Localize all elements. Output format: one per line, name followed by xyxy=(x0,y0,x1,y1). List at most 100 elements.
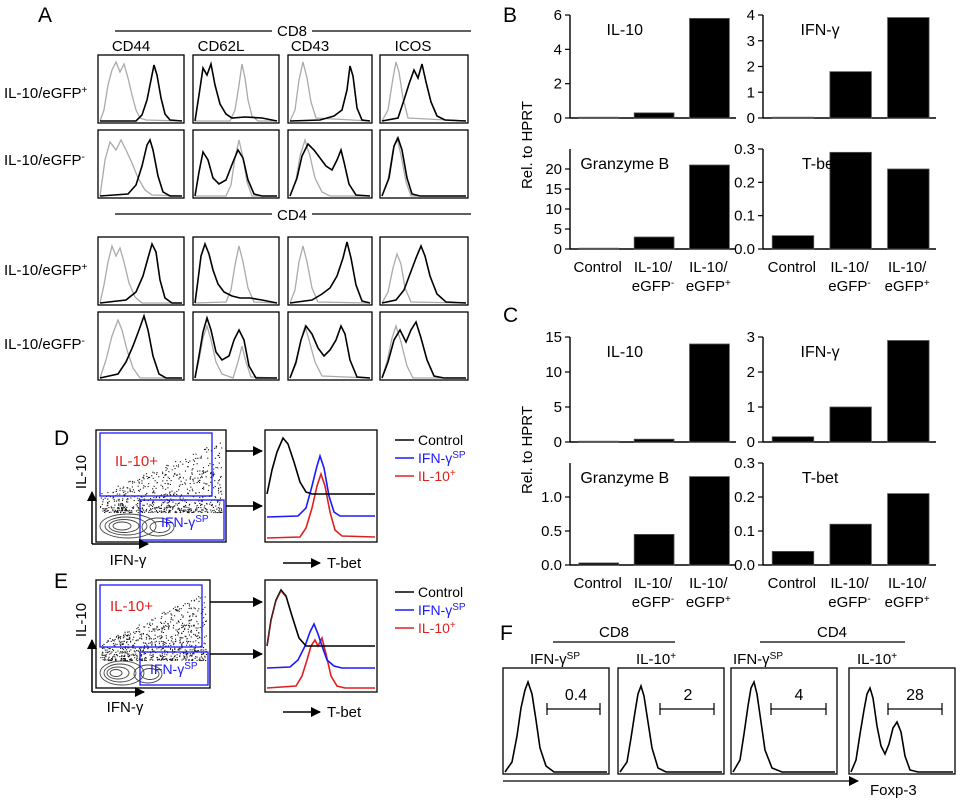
event-dot xyxy=(124,490,126,492)
event-dot xyxy=(163,625,165,627)
event-dot xyxy=(156,472,158,474)
event-dot xyxy=(143,645,145,647)
event-dot xyxy=(174,659,176,661)
event-dot xyxy=(102,657,104,659)
event-dot xyxy=(166,464,168,466)
event-dot xyxy=(165,512,167,514)
bar-2 xyxy=(633,236,675,250)
event-dot xyxy=(171,469,173,471)
event-dot xyxy=(191,649,193,651)
event-dot xyxy=(114,658,116,660)
event-dot xyxy=(178,464,180,466)
event-dot xyxy=(119,487,121,489)
event-dot xyxy=(110,511,112,513)
event-dot xyxy=(161,612,163,614)
event-dot xyxy=(141,510,143,512)
event-dot xyxy=(205,476,207,478)
event-dot xyxy=(170,636,172,638)
event-dot xyxy=(162,659,164,661)
event-dot xyxy=(106,505,108,507)
event-dot xyxy=(148,642,150,644)
event-dot xyxy=(151,655,153,657)
event-dot xyxy=(174,468,176,470)
event-dot xyxy=(174,472,176,474)
event-dot xyxy=(220,476,222,478)
bar-2 xyxy=(829,406,872,443)
event-dot xyxy=(122,641,124,643)
event-dot xyxy=(135,640,137,642)
event-dot xyxy=(150,657,152,659)
panel-label-c: C xyxy=(503,304,518,327)
event-dot xyxy=(193,510,195,512)
event-dot xyxy=(168,512,170,514)
gate-label-ifn-d: IFN-γSP xyxy=(161,514,209,531)
event-dot xyxy=(146,644,148,646)
event-dot xyxy=(111,507,113,509)
event-dot xyxy=(162,480,164,482)
event-dot xyxy=(163,494,165,496)
event-dot xyxy=(162,632,164,634)
event-dot xyxy=(219,510,221,512)
event-dot xyxy=(143,485,145,487)
event-dot xyxy=(151,475,153,477)
event-dot xyxy=(123,486,125,488)
event-dot xyxy=(152,656,154,658)
event-dot xyxy=(167,483,169,485)
event-dot xyxy=(124,652,126,654)
event-dot xyxy=(139,649,141,651)
event-dot xyxy=(160,631,162,633)
event-dot xyxy=(203,471,205,473)
event-dot xyxy=(219,512,221,514)
event-dot xyxy=(179,476,181,478)
event-dot xyxy=(165,642,167,644)
bar-3 xyxy=(689,476,730,566)
panel-label-b: B xyxy=(503,4,517,27)
event-dot xyxy=(112,648,114,650)
event-dot xyxy=(192,511,194,513)
event-dot xyxy=(152,508,154,510)
event-dot xyxy=(151,619,153,621)
event-dot xyxy=(149,642,151,644)
event-dot xyxy=(117,508,119,510)
event-dot xyxy=(147,635,149,637)
event-dot xyxy=(193,625,195,627)
event-dot xyxy=(185,659,187,661)
event-dot xyxy=(172,650,174,652)
event-dot xyxy=(185,458,187,460)
panel-e: E IL-10+ IFN-γSP IL-10 IFN-γ T-bet xyxy=(54,570,466,721)
event-dot xyxy=(119,643,121,645)
event-dot xyxy=(104,655,106,657)
event-dot xyxy=(208,449,210,451)
event-dot xyxy=(160,512,162,514)
event-dot xyxy=(126,499,128,501)
event-dot xyxy=(103,647,105,649)
event-dot xyxy=(113,654,115,656)
event-dot xyxy=(160,655,162,657)
event-dot xyxy=(129,637,131,639)
event-dot xyxy=(156,648,158,650)
event-dot xyxy=(179,476,181,478)
event-dot xyxy=(110,652,112,654)
event-dot xyxy=(176,474,178,476)
bar-chart-b-1: 0 2 4 6 IL-10 xyxy=(554,7,736,127)
event-dot xyxy=(158,628,160,630)
event-dot xyxy=(151,510,153,512)
event-dot xyxy=(138,481,140,483)
event-dot xyxy=(124,510,126,512)
event-dot xyxy=(190,619,192,621)
bar-1 xyxy=(578,562,620,566)
event-dot xyxy=(102,651,104,653)
event-dot xyxy=(148,483,150,485)
event-dot xyxy=(194,608,196,610)
event-dot xyxy=(133,499,135,501)
event-dot xyxy=(191,472,193,474)
event-dot xyxy=(201,500,203,502)
event-dot xyxy=(107,503,109,505)
event-dot xyxy=(194,510,196,512)
event-dot xyxy=(187,509,189,511)
event-dot xyxy=(152,492,154,494)
event-dot xyxy=(211,505,213,507)
event-dot xyxy=(180,509,182,511)
event-dot xyxy=(116,643,118,645)
event-dot xyxy=(132,647,134,649)
